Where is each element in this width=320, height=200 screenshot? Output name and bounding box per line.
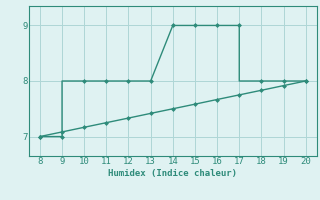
X-axis label: Humidex (Indice chaleur): Humidex (Indice chaleur) bbox=[108, 169, 237, 178]
